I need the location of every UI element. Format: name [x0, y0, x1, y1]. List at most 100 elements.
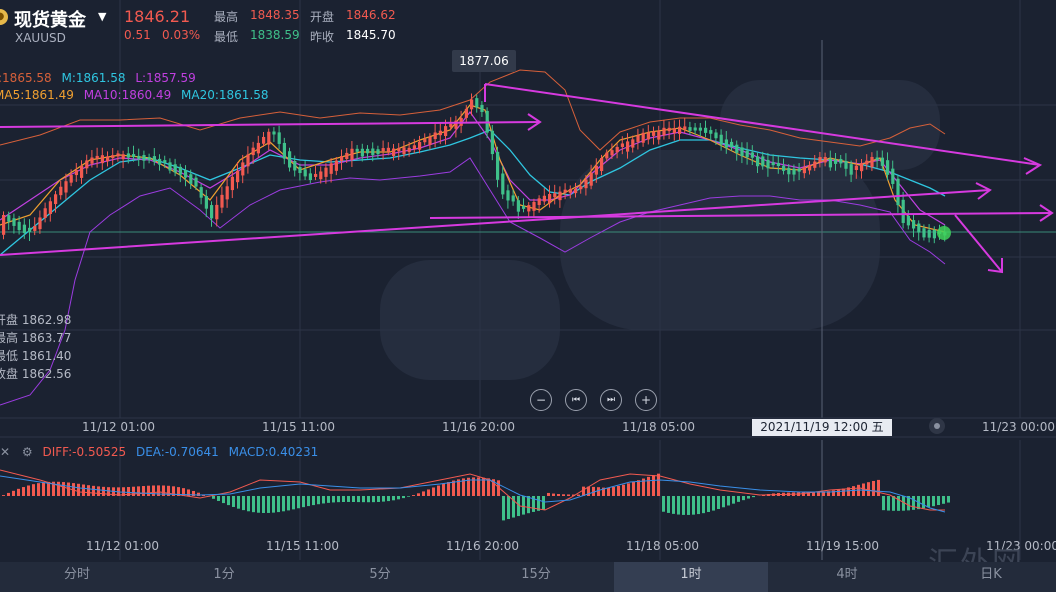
macd-bar [462, 478, 465, 496]
macd-bar [162, 485, 165, 496]
candle-body [652, 131, 656, 136]
previous-button[interactable]: ⏮ [565, 389, 587, 411]
boll-upper-value: :1865.58 [0, 71, 52, 85]
candle-body [511, 195, 515, 202]
candle-body [22, 224, 26, 233]
candle-body [85, 160, 89, 169]
candle-body [95, 155, 99, 159]
macd-bar [182, 488, 185, 496]
candle-body [444, 126, 448, 137]
macd-bar [252, 496, 255, 513]
tab-15min[interactable]: 15分 [521, 567, 551, 582]
crosshair-time-label: 2021/11/19 12:00 五 [752, 419, 892, 436]
macd-bar [187, 489, 190, 496]
macd-bar [97, 486, 100, 496]
tab-4hour[interactable]: 4时 [836, 567, 858, 582]
candle-body [740, 147, 744, 157]
candle-body [392, 148, 396, 156]
candle-body [610, 150, 614, 156]
tab-daily[interactable]: 日K [980, 567, 1002, 582]
macd-bar [557, 493, 560, 496]
candlestick-series [2, 93, 947, 244]
macd-bar [947, 496, 950, 503]
macd-bar [402, 496, 405, 499]
candle-body [106, 156, 110, 162]
candle-body [839, 158, 843, 164]
candle-body [823, 156, 827, 163]
candle-body [126, 153, 130, 158]
candle-body [646, 132, 650, 140]
macd-bar [397, 496, 400, 500]
macd-bar [877, 479, 880, 496]
candle-body [901, 199, 905, 223]
macd-chart[interactable] [0, 440, 1056, 560]
candle-body [152, 156, 156, 162]
next-button[interactable]: ⏭ [600, 389, 622, 411]
record-icon[interactable] [929, 418, 945, 434]
candle-body [678, 126, 682, 134]
macd-bar [82, 484, 85, 496]
candle-body [386, 147, 390, 152]
macd-bar [542, 496, 545, 510]
candle-body [277, 132, 281, 144]
macd-bar [377, 496, 380, 502]
macd-bar [567, 494, 570, 496]
macd-bar [17, 488, 20, 496]
macd-bar [362, 496, 365, 503]
macd-bar [342, 496, 345, 502]
low-value: 1838.59 [250, 28, 300, 42]
tab-5min[interactable]: 5分 [369, 567, 391, 582]
macd-bar [657, 473, 660, 496]
candle-body [334, 160, 338, 171]
candle-body [470, 99, 474, 110]
price-change: 0.51 [124, 28, 151, 42]
candle-body [397, 148, 401, 152]
macd-bar [622, 484, 625, 496]
main-chart[interactable] [0, 0, 1056, 440]
candle-body [828, 158, 832, 168]
candle-body [818, 157, 822, 163]
macd-bar [522, 496, 525, 515]
chevron-down-icon[interactable]: ▼ [98, 10, 107, 23]
macd-bar [322, 496, 325, 504]
macd-bar [662, 496, 665, 512]
zoom-in-button[interactable]: + [635, 389, 657, 411]
candle-body [80, 165, 84, 178]
close-icon[interactable]: ✕ [0, 445, 11, 459]
last-price: 1846.21 [124, 7, 191, 26]
macd-bar [347, 496, 350, 502]
candle-body [381, 148, 385, 152]
candle-body [236, 170, 240, 183]
macd-bar [852, 486, 855, 496]
macd-bar [712, 496, 715, 511]
candle-body [522, 205, 526, 209]
candle-body [345, 152, 349, 160]
candle-body [293, 160, 297, 171]
macd-bar [467, 477, 470, 496]
candle-body [626, 141, 630, 152]
candle-body [865, 160, 869, 165]
tab-1min[interactable]: 1分 [213, 567, 235, 582]
macd-bar [527, 496, 530, 514]
macd-bar [267, 496, 270, 513]
instrument-title[interactable]: 现货黄金 [14, 10, 86, 31]
candle-body [194, 177, 198, 187]
candle-body [12, 218, 16, 226]
tab-timeshare[interactable]: 分时 [63, 567, 90, 582]
tab-1hour[interactable]: 1时 [614, 562, 768, 592]
gear-icon[interactable]: ⚙ [21, 445, 33, 459]
macd-bar [707, 496, 710, 512]
candle-body [267, 131, 271, 145]
macd-bar [107, 487, 110, 496]
macd-bar [407, 496, 410, 497]
macd-bar [297, 496, 300, 509]
macd-bar [422, 491, 425, 496]
macd-bar [352, 496, 355, 503]
boll-upper-line [0, 69, 946, 151]
macd-bar [732, 496, 735, 504]
zoom-out-button[interactable]: − [530, 389, 552, 411]
macd-bar [872, 480, 875, 496]
candle-body [314, 173, 318, 177]
macd-bar [547, 492, 550, 496]
macd-bar [932, 496, 935, 507]
